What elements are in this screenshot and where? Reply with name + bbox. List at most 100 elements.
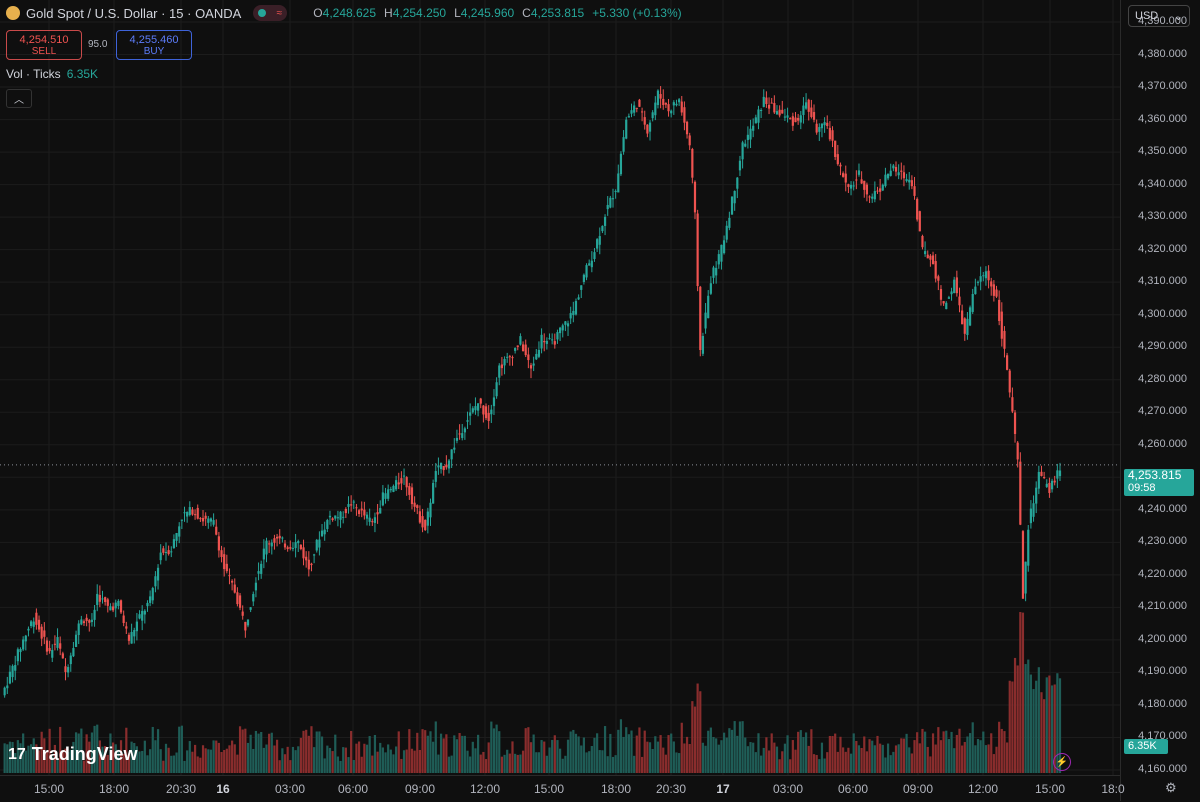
buy-button[interactable]: 4,255.460 BUY [116,30,192,60]
candle-body [553,341,556,345]
candle-body [609,197,612,208]
volume-bar [82,760,86,773]
candle-body [101,598,104,600]
time-axis[interactable]: 15:00 18:00 20:30 16 03:00 06:00 09:00 12:00 15:… [0,775,1125,802]
price-tick-label: 4,180.000 [1138,697,1187,710]
volume-bar [617,729,620,773]
lightning-icon[interactable]: ⚡ [1053,753,1071,771]
market-status-pill[interactable]: ≈ [253,5,288,21]
candle-body [117,600,120,606]
candle-body [445,464,448,468]
volume-bar [646,741,649,773]
volume-bar [339,760,342,773]
candle-body [186,511,189,517]
candle-body [215,526,218,535]
price-chart[interactable] [0,0,1120,775]
volume-bar [720,740,723,773]
candle-body [656,90,660,105]
candle-body [828,127,831,140]
volume-bar [659,735,662,773]
volume-bar [40,731,43,773]
volume-bar [223,749,226,773]
time-tick-label: 03:00 [274,782,306,796]
candle-body [347,504,350,507]
candle-body [886,173,890,179]
volume-bar [8,741,12,773]
volume-bar [199,757,202,773]
candle-body [352,501,355,503]
volume-bar [360,756,363,773]
time-tick-label: 06:00 [837,782,869,796]
sell-button[interactable]: 4,254.510 SELL [6,30,82,60]
candle-body [360,508,363,511]
price-axis[interactable]: 4,390.000 4,380.000 4,370.000 4,360.000 4,35… [1120,0,1200,801]
candle-body [924,251,927,255]
candle-body [439,462,443,470]
volume-bar [844,751,847,773]
volume-bar [738,721,742,773]
volume-bar [104,745,107,773]
collapse-legend-button[interactable]: ︿ [6,89,32,108]
volume-bar [757,733,760,773]
volume-bar [514,753,517,773]
currency-select[interactable]: USD ⌄ [1128,5,1190,27]
volume-bar [812,754,816,773]
candle-body [577,297,580,300]
volume-bar [260,731,263,773]
volume-legend[interactable]: Vol · Ticks 6.35K [6,67,98,81]
volume-bar [286,746,289,773]
volume-bar [466,750,469,773]
candle-body [992,284,995,296]
candle-body [767,104,771,109]
volume-bar [968,733,972,773]
volume-bar [992,754,995,773]
volume-bar [326,745,329,773]
candle-body [820,123,824,129]
candle-body [331,518,334,521]
volume-bar [614,755,617,773]
volume-bar [566,739,570,773]
volume-bar [860,747,863,773]
volume-bar [942,731,945,773]
volume-bar [889,755,892,773]
candle-body [434,471,437,482]
volume-bar [418,750,422,773]
last-price-tag: 4,253.815 09:58 [1124,469,1194,496]
candle-body [601,225,604,232]
volume-bar [302,730,305,773]
volume-bar [273,745,276,773]
volume-bar [11,742,14,773]
volume-bar [207,749,210,773]
volume-bar [611,756,615,773]
volume-bar [760,755,763,773]
volume-bar [963,741,966,773]
volume-bar [111,742,115,773]
candle-body [484,406,488,419]
candle-body [207,518,210,523]
volume-bar [495,724,498,773]
volume-bar [976,738,980,773]
candlestick-chart[interactable] [0,0,1120,775]
volume-bar [244,728,247,773]
candle-body [368,517,371,522]
candle-body [894,167,898,172]
candle-body [244,621,247,631]
candle-body [122,615,125,623]
settings-gear-icon[interactable]: ⚙ [1165,780,1177,795]
volume-bar [154,740,157,773]
candle-body [381,492,384,506]
candle-body [738,160,742,171]
volume-bar [429,731,432,773]
candle-body [432,482,435,504]
volume-bar [868,739,871,773]
tradingview-logo[interactable]: 17 TradingView [8,744,138,765]
close-value: 4,253.815 [530,6,585,20]
low-value: 4,245.960 [460,6,515,20]
candle-body [96,593,99,605]
candle-body [254,582,258,591]
symbol-title[interactable]: Gold Spot / U.S. Dollar · 15 · OANDA [26,5,242,21]
candle-body [365,514,369,519]
candle-body [64,666,67,673]
volume-bar [281,748,284,773]
volume-bar [606,756,609,773]
